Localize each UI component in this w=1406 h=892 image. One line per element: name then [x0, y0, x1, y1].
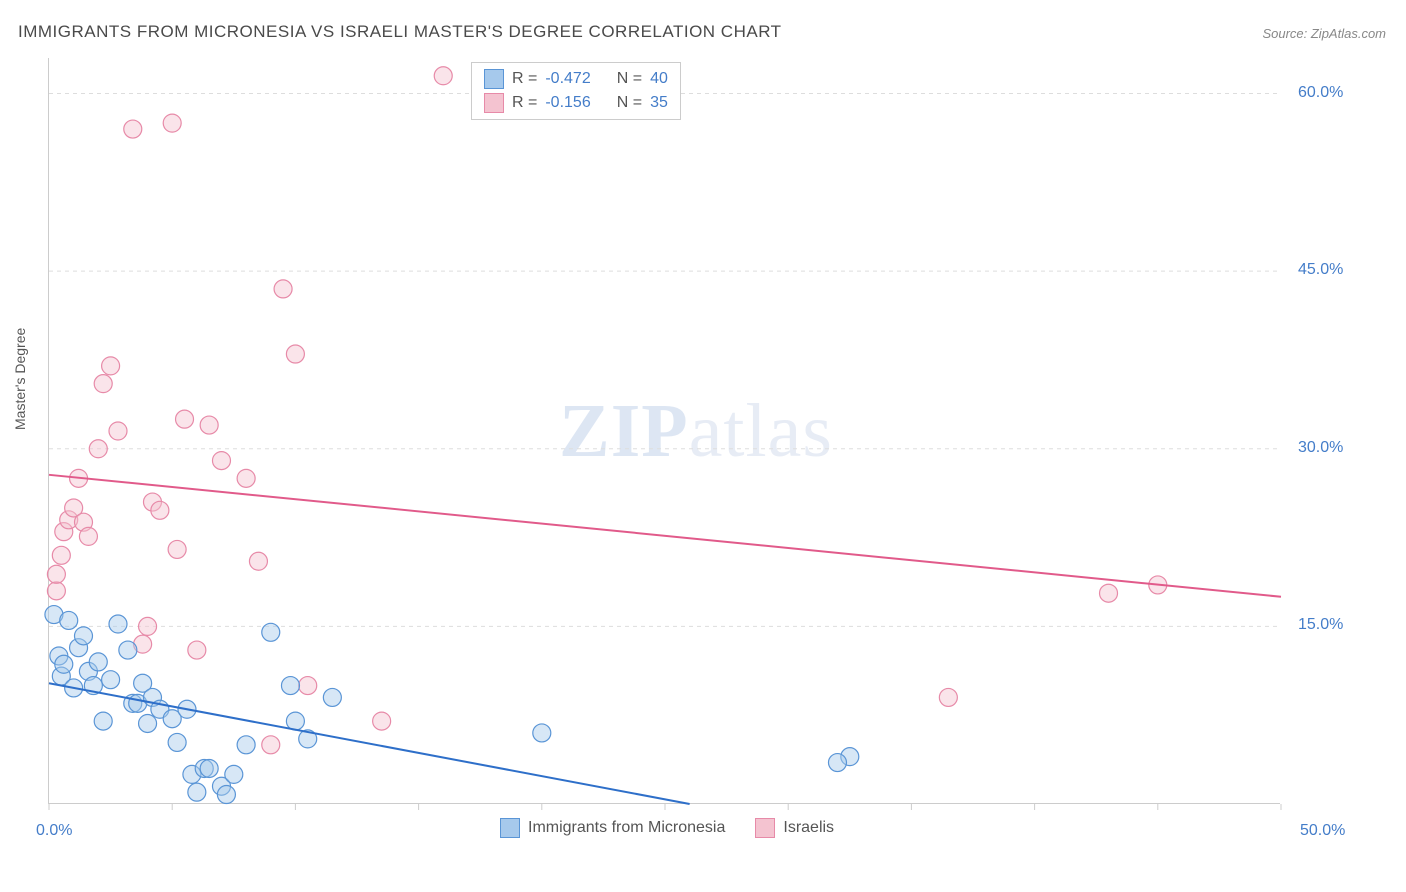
- series-legend: Immigrants from Micronesia Israelis: [500, 818, 834, 838]
- y-tick-label: 15.0%: [1298, 616, 1343, 634]
- x-end-label: 50.0%: [1300, 822, 1345, 840]
- y-tick-label: 30.0%: [1298, 439, 1343, 457]
- n-value-micronesia: 40: [650, 70, 668, 88]
- r-value-micronesia: -0.472: [545, 70, 590, 88]
- r-value-israelis: -0.156: [545, 94, 590, 112]
- plot-area: ZIPatlas R = -0.472 N = 40 R = -0.156 N …: [48, 58, 1280, 804]
- correlation-legend: R = -0.472 N = 40 R = -0.156 N = 35: [471, 62, 681, 120]
- n-value-israelis: 35: [650, 94, 668, 112]
- legend-swatch-micronesia: [484, 69, 504, 89]
- y-axis-label: Master's Degree: [12, 328, 28, 430]
- y-tick-label: 60.0%: [1298, 84, 1343, 102]
- y-tick-label: 45.0%: [1298, 261, 1343, 279]
- chart-title: IMMIGRANTS FROM MICRONESIA VS ISRAELI MA…: [18, 22, 782, 42]
- legend-swatch-israelis-b: [755, 818, 775, 838]
- source-label: Source: ZipAtlas.com: [1262, 26, 1386, 41]
- legend-swatch-israelis: [484, 93, 504, 113]
- legend-row-micronesia: R = -0.472 N = 40: [484, 67, 668, 91]
- legend-item-israelis: Israelis: [755, 818, 834, 838]
- chart-svg: [49, 58, 1280, 803]
- x-start-label: 0.0%: [36, 822, 72, 840]
- legend-row-israelis: R = -0.156 N = 35: [484, 91, 668, 115]
- legend-swatch-micronesia-b: [500, 818, 520, 838]
- legend-item-micronesia: Immigrants from Micronesia: [500, 818, 725, 838]
- chart-container: IMMIGRANTS FROM MICRONESIA VS ISRAELI MA…: [0, 0, 1406, 892]
